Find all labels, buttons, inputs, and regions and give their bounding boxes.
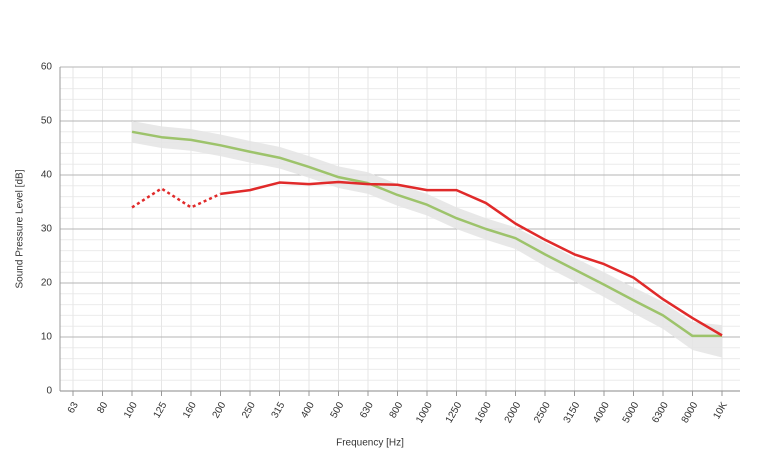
x-tick-label: 315	[270, 400, 288, 420]
x-tick-label: 160	[181, 400, 199, 420]
x-tick-label: 1600	[473, 400, 494, 425]
x-tick-label: 63	[66, 400, 81, 416]
y-tick-label: 50	[41, 116, 53, 127]
line-series	[131, 130, 722, 338]
x-tick-label: 6300	[650, 400, 671, 425]
confidence-band	[132, 121, 722, 358]
x-tick-label: 2500	[532, 400, 553, 425]
x-tick-label: 4000	[591, 400, 612, 425]
x-tick-label: 125	[152, 400, 170, 420]
x-tick-label: 80	[95, 400, 110, 416]
x-tick-label: 100	[122, 400, 140, 420]
x-tick-label: 3150	[562, 400, 583, 425]
y-tick-label: 60	[41, 62, 53, 73]
x-tick-label: 8000	[680, 400, 701, 425]
x-tick-label: 1000	[414, 400, 435, 425]
x-tick-label: 200	[211, 400, 229, 420]
x-tick-label: 10K	[711, 400, 730, 421]
x-tick-label: 500	[329, 400, 347, 420]
x-tick-label: 630	[358, 400, 376, 420]
y-tick-label: 40	[41, 170, 53, 181]
x-tick-label: 1250	[444, 400, 465, 425]
x-tick-label: 250	[240, 400, 258, 420]
x-tick-label: 5000	[621, 400, 642, 425]
x-tick-label: 400	[299, 400, 317, 420]
line-series	[220, 180, 723, 337]
line-series	[131, 187, 222, 209]
y-tick-label: 10	[41, 332, 53, 343]
y-tick-label: 20	[41, 278, 53, 289]
y-tick-label: 0	[46, 386, 52, 397]
y-tick-label: 30	[41, 224, 53, 235]
x-axis-label: Frequency [Hz]	[336, 438, 404, 449]
x-tick-label: 2000	[503, 400, 524, 425]
y-axis-label: Sound Pressure Level [dB]	[15, 169, 26, 288]
x-tick-label: 800	[388, 400, 406, 420]
